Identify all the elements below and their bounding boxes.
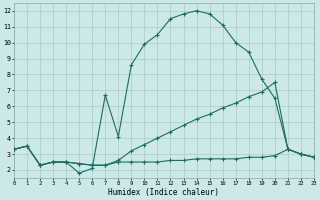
X-axis label: Humidex (Indice chaleur): Humidex (Indice chaleur)	[108, 188, 220, 197]
